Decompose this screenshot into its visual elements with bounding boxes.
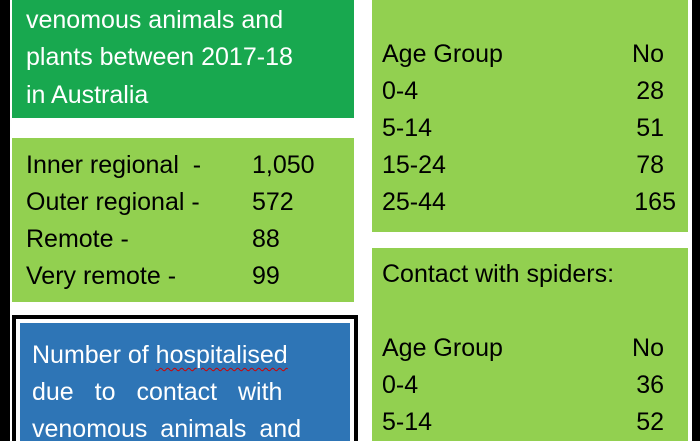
hospitalised-border: Number of hospitalised due to contact wi…	[12, 315, 358, 443]
no-cell: 36	[636, 371, 664, 399]
age-cell: 0-4	[382, 371, 419, 399]
hospitalised-word: hospitalised	[155, 341, 288, 369]
hospitalised-line-3: venomous animals and	[32, 415, 302, 443]
no-cell: 52	[636, 408, 664, 436]
remoteness-label: Very remote -	[26, 262, 177, 290]
remoteness-row: Very remote - 99	[26, 258, 340, 295]
spiders-title: Contact with spiders:	[382, 256, 676, 293]
age-cell: 5-14	[382, 114, 433, 142]
table-row: 5-14 52	[382, 404, 676, 441]
age-cell: 0-4	[382, 77, 419, 105]
remoteness-label: Inner regional -	[26, 151, 202, 179]
hospitalised-line-2: due to contact with	[32, 378, 283, 406]
table-row: 15-24 78	[382, 147, 676, 184]
remoteness-row: Remote - 88	[26, 221, 340, 258]
table-row: 0-4 36	[382, 367, 676, 404]
intro-panel: venomous animals and plants between 2017…	[12, 0, 354, 118]
age-group-header: Age Group	[382, 40, 503, 68]
remoteness-row: Inner regional - 1,050	[26, 147, 340, 184]
no-cell: 78	[636, 151, 664, 179]
no-cell: 28	[636, 77, 664, 105]
intro-line-2: plants between 2017-18	[26, 43, 293, 71]
remoteness-label: Outer regional -	[26, 188, 200, 216]
remoteness-value: 572	[252, 188, 294, 216]
intro-line-1: venomous animals and	[26, 6, 284, 34]
spiders-title-text: Contact with spiders:	[382, 260, 615, 288]
no-cell: 51	[636, 114, 664, 142]
age-group-header: Age Group	[382, 334, 503, 362]
age-cell: 15-24	[382, 151, 446, 179]
remoteness-panel: Inner regional - 1,050 Outer regional - …	[12, 138, 354, 302]
table-row: 5-14 51	[382, 110, 676, 147]
no-header: No	[632, 40, 664, 68]
intro-line-3: in Australia	[26, 81, 149, 109]
table-row: 0-4 28	[382, 73, 676, 110]
hospitalised-panel: Number of hospitalised due to contact wi…	[20, 323, 350, 443]
spacer	[382, 293, 676, 330]
remoteness-list: Inner regional - 1,050 Outer regional - …	[26, 147, 340, 295]
age-table-1-header: Age Group No	[382, 36, 676, 73]
remoteness-value: 1,050	[252, 151, 315, 179]
remoteness-value: 88	[252, 225, 280, 253]
age-table-1-panel: Age Group No 0-4 28 5-14 51 15-24 78 25-…	[372, 0, 688, 232]
spiders-panel: Contact with spiders: Age Group No 0-4 3…	[372, 248, 688, 441]
remoteness-row: Outer regional - 572	[26, 184, 340, 221]
hospitalised-line-1-pre: Number of	[32, 341, 156, 369]
table-row: 25-44 165	[382, 184, 676, 221]
age-cell: 25-44	[382, 188, 446, 216]
no-header: No	[632, 334, 664, 362]
remoteness-label: Remote -	[26, 225, 129, 253]
spiders-table-header: Age Group No	[382, 330, 676, 367]
no-cell: 165	[634, 188, 676, 216]
remoteness-value: 99	[252, 262, 280, 290]
age-cell: 5-14	[382, 408, 433, 436]
hospitalised-line-1: Number of hospitalised	[32, 337, 340, 374]
